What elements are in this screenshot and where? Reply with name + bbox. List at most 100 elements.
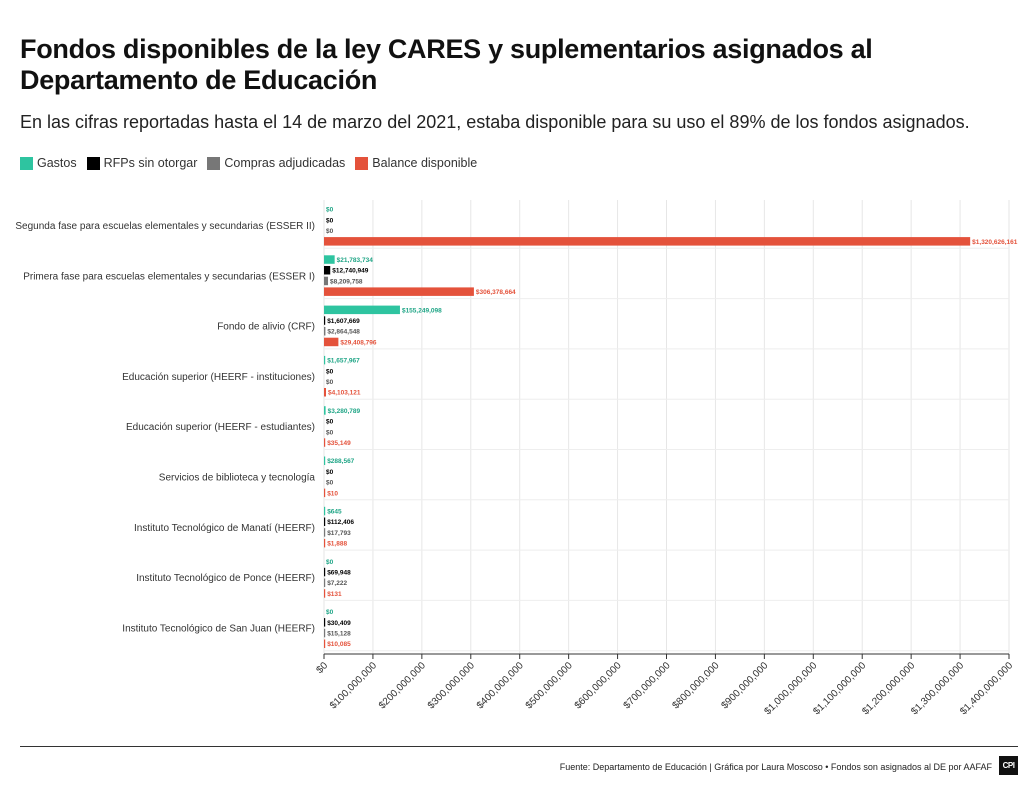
x-tick-label: $100,000,000 xyxy=(328,660,379,711)
legend-label-compras: Compras adjudicadas xyxy=(224,156,346,170)
legend-swatch-balance xyxy=(355,156,369,170)
legend: Gastos RFPs sin otorgar Compras adjudica… xyxy=(20,156,477,170)
data-label: $10 xyxy=(327,490,338,497)
bar-balance-disponible xyxy=(324,538,326,548)
x-tick-label: $1,400,000,000 xyxy=(958,660,1015,717)
x-tick-label: $400,000,000 xyxy=(475,660,526,711)
data-label: $29,408,796 xyxy=(340,339,377,346)
legend-item-rfps[interactable]: RFPs sin otorgar xyxy=(86,156,198,170)
bar-compras-adjudicadas xyxy=(324,276,329,286)
bar-balance-disponible xyxy=(324,287,474,296)
data-label: $155,249,098 xyxy=(402,307,442,314)
category-label: Segunda fase para escuelas elementales y… xyxy=(15,221,315,232)
legend-item-compras[interactable]: Compras adjudicadas xyxy=(207,156,345,170)
data-label: $12,740,949 xyxy=(332,268,369,275)
data-label: $131 xyxy=(327,591,342,598)
legend-label-gastos: Gastos xyxy=(37,156,77,170)
data-label: $0 xyxy=(326,207,334,214)
data-label: $0 xyxy=(326,368,334,375)
data-label: $0 xyxy=(326,429,334,436)
category-label: Instituto Tecnológico de Ponce (HEERF) xyxy=(136,573,315,584)
chart-title: Fondos disponibles de la ley CARES y sup… xyxy=(20,34,873,95)
legend-swatch-rfps xyxy=(86,156,100,170)
category-label: Instituto Tecnológico de Manatí (HEERF) xyxy=(134,523,315,534)
data-label: $0 xyxy=(326,559,334,566)
data-label: $10,085 xyxy=(327,641,351,648)
legend-item-balance[interactable]: Balance disponible xyxy=(355,156,477,170)
bar-gastos xyxy=(324,355,326,365)
bar-gastos xyxy=(324,255,335,264)
data-label: $0 xyxy=(326,379,334,386)
category-label: Servicios de biblioteca y tecnología xyxy=(159,473,316,484)
bar-gastos xyxy=(324,506,326,516)
data-label: $17,793 xyxy=(327,530,351,537)
chart-subtitle: En las cifras reportadas hasta el 14 de … xyxy=(20,112,970,132)
legend-swatch-compras xyxy=(207,156,221,170)
data-label: $69,948 xyxy=(327,570,351,577)
x-tick-label: $300,000,000 xyxy=(426,660,477,711)
category-label: Educación superior (HEERF - estudiantes) xyxy=(126,422,315,433)
x-tick-label: $900,000,000 xyxy=(719,660,770,711)
bar-balance-disponible xyxy=(324,438,326,447)
data-label: $4,103,121 xyxy=(328,390,361,397)
legend-label-balance: Balance disponible xyxy=(372,156,478,170)
bar-rfps-sin-otorgar xyxy=(324,618,326,627)
bar-compras-adjudicadas xyxy=(324,578,326,587)
bar-balance-disponible xyxy=(324,337,339,347)
bar-gastos xyxy=(324,305,400,315)
bar-balance-disponible xyxy=(324,639,326,648)
bar-rfps-sin-otorgar xyxy=(324,266,331,275)
data-label: $15,128 xyxy=(327,631,351,638)
data-label: $1,607,669 xyxy=(327,318,360,325)
x-tick-label: $200,000,000 xyxy=(377,660,428,711)
legend-label-rfps: RFPs sin otorgar xyxy=(103,156,198,170)
x-tick-label: $700,000,000 xyxy=(622,660,673,711)
data-label: $1,320,626,161 xyxy=(972,239,1018,246)
data-label: $112,406 xyxy=(327,519,354,526)
data-label: $21,783,734 xyxy=(337,257,374,264)
x-tick-label: $600,000,000 xyxy=(573,660,624,711)
bar-compras-adjudicadas xyxy=(324,327,326,336)
x-tick-label: $500,000,000 xyxy=(524,660,575,711)
legend-swatch-gastos xyxy=(20,156,33,170)
data-label: $0 xyxy=(326,480,334,487)
bar-balance-disponible xyxy=(324,589,326,598)
data-label: $0 xyxy=(326,609,334,616)
data-label: $30,409 xyxy=(327,620,351,627)
x-tick-label: $800,000,000 xyxy=(671,660,722,711)
bar-compras-adjudicadas xyxy=(324,528,326,537)
bar-balance-disponible xyxy=(324,488,326,498)
data-label: $0 xyxy=(326,469,334,476)
data-label: $35,149 xyxy=(327,440,351,447)
data-label: $288,567 xyxy=(327,458,354,465)
bar-gastos xyxy=(324,406,326,415)
data-label: $1,888 xyxy=(327,541,347,548)
footer-divider xyxy=(20,746,1018,747)
bar-chart: $0$100,000,000$200,000,000$300,000,000$4… xyxy=(15,200,1018,717)
category-label: Primera fase para escuelas elementales y… xyxy=(23,271,315,282)
data-label: $8,209,758 xyxy=(330,278,363,285)
data-label: $0 xyxy=(326,217,334,224)
legend-item-gastos[interactable]: Gastos xyxy=(20,156,77,170)
category-label: Instituto Tecnológico de San Juan (HEERF… xyxy=(122,623,315,634)
bar-rfps-sin-otorgar xyxy=(324,567,326,577)
data-label: $645 xyxy=(327,509,342,516)
data-label: $306,378,664 xyxy=(476,289,516,296)
bar-rfps-sin-otorgar xyxy=(324,517,326,526)
bar-compras-adjudicadas xyxy=(324,628,326,638)
category-label: Educación superior (HEERF - institucione… xyxy=(122,372,315,383)
data-label: $7,222 xyxy=(327,580,347,587)
data-label: $3,280,789 xyxy=(328,408,361,415)
source-footer: Fuente: Departamento de Educación | Gráf… xyxy=(559,762,992,772)
category-label: Fondo de alivio (CRF) xyxy=(217,322,315,333)
data-label: $0 xyxy=(326,228,334,235)
data-label: $2,864,548 xyxy=(327,329,360,336)
bar-balance-disponible xyxy=(324,388,327,397)
cpi-logo: CPI xyxy=(999,756,1018,775)
bar-gastos xyxy=(324,456,326,465)
x-tick-label: $0 xyxy=(314,660,330,676)
data-label: $0 xyxy=(326,419,334,426)
bar-rfps-sin-otorgar xyxy=(324,316,326,325)
bar-balance-disponible xyxy=(324,237,971,246)
data-label: $1,657,967 xyxy=(327,358,360,365)
